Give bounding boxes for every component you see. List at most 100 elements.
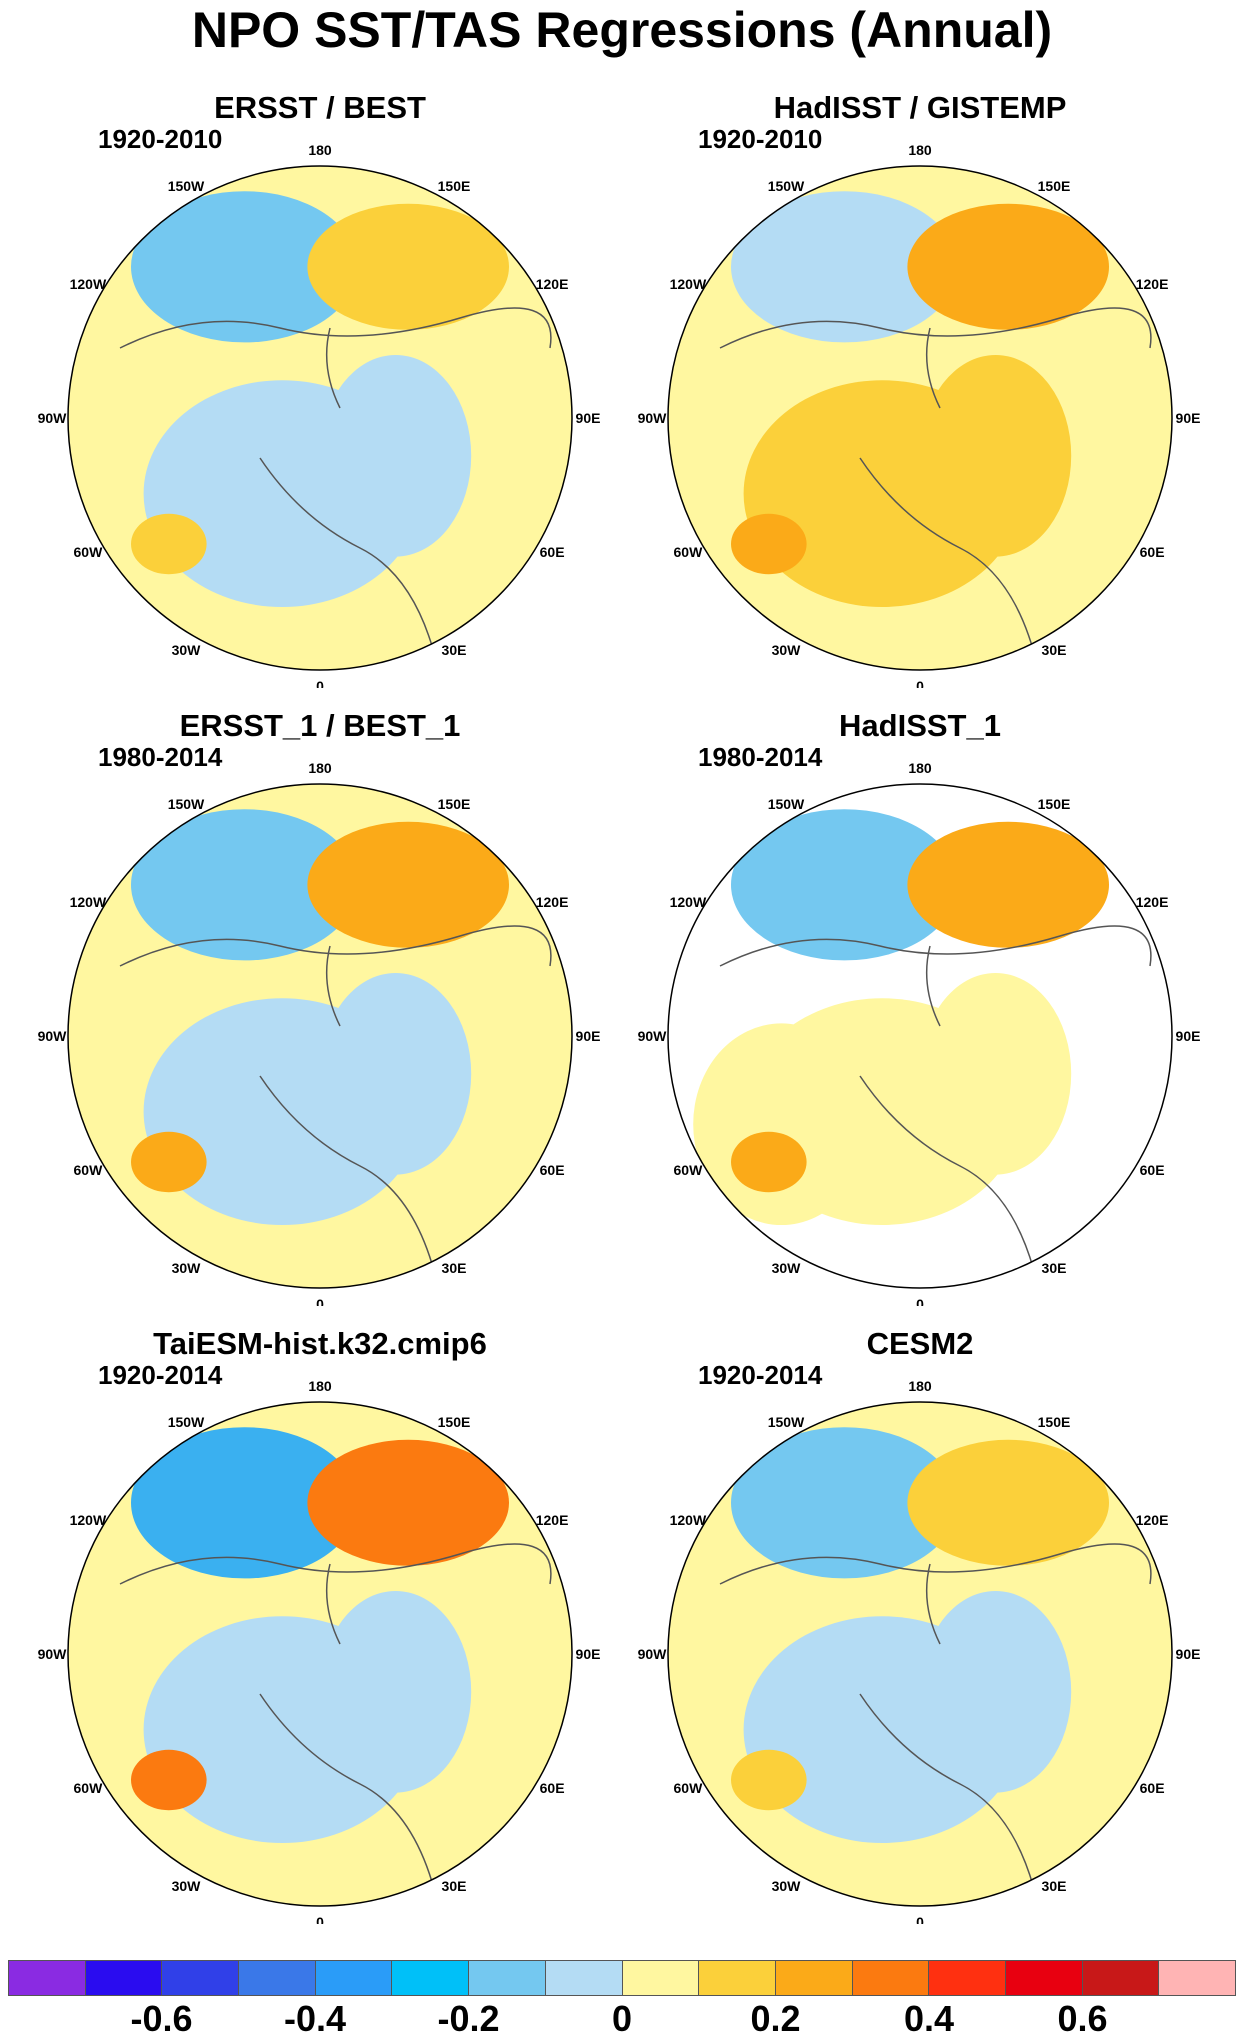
map-panel: ERSST / BEST 1920-2010 180 150E 120E 90E 60E…: [30, 88, 610, 688]
longitude-label: 120E: [536, 276, 569, 292]
longitude-label: 60E: [540, 1780, 565, 1796]
longitude-label: 180: [308, 1378, 332, 1394]
secondary-anomaly: [920, 1591, 1072, 1793]
colorbar-box: [392, 1961, 470, 1995]
longitude-label: 120W: [70, 894, 107, 910]
panel-title: TaiESM-hist.k32.cmip6: [153, 1326, 487, 1361]
longitude-label: 30W: [172, 1260, 202, 1276]
colorbar-tick-label: -0.6: [130, 1998, 193, 2039]
positive-anomaly: [731, 513, 807, 575]
colorbar-box: [1082, 1961, 1160, 1995]
map-panel: HadISST_1 1980-2014 180 150E 120E 90E 60E 30E…: [630, 706, 1210, 1306]
positive-anomaly: [131, 513, 207, 575]
map-boundary: [67, 783, 573, 1289]
longitude-label: 120E: [536, 894, 569, 910]
longitude-label: 120W: [70, 1512, 107, 1528]
negative-anomaly: [131, 1427, 358, 1579]
longitude-label: 30E: [442, 1878, 467, 1894]
positive-anomaly: [731, 1749, 807, 1811]
positive-anomaly: [907, 203, 1109, 330]
longitude-label: 60E: [1140, 1780, 1165, 1796]
colorbar-box: [775, 1961, 853, 1995]
panel-period: 1920-2010: [98, 124, 223, 154]
map-panel: CESM2 1920-2014 180 150E 120E 90E 60E 30E 0 30W…: [630, 1324, 1210, 1924]
positive-anomaly: [907, 1439, 1109, 1566]
map-panel: HadISST / GISTEMP 1920-2010 180 150E 120E 9…: [630, 88, 1210, 688]
panel-title: ERSST_1 / BEST_1: [179, 708, 461, 743]
map-boundary: [667, 165, 1173, 671]
colorbar-box: [162, 1961, 240, 1995]
longitude-label: 180: [908, 142, 932, 158]
colorbar-box: [852, 1961, 930, 1995]
colorbar-tick-label: 0.4: [903, 1998, 955, 2039]
coastline: [719, 925, 1152, 1288]
colorbar-box: [929, 1961, 1006, 1995]
panel-period: 1920-2010: [698, 124, 823, 154]
positive-anomaly: [907, 821, 1109, 948]
longitude-label: 90W: [638, 1646, 668, 1662]
longitude-label: 120W: [670, 1512, 707, 1528]
longitude-label: 90E: [1176, 410, 1201, 426]
secondary-anomaly: [920, 355, 1072, 557]
coastline: [119, 307, 552, 670]
longitude-label: 150E: [438, 1414, 471, 1430]
longitude-label: 30E: [442, 642, 467, 658]
map-boundary: [667, 1401, 1173, 1907]
longitude-label: 120E: [1136, 276, 1169, 292]
panel-period: 1980-2014: [98, 742, 223, 772]
longitude-label: 60E: [540, 1162, 565, 1178]
longitude-label: 0: [316, 678, 324, 688]
panel-title: HadISST_1: [839, 708, 1001, 743]
positive-anomaly: [131, 1131, 207, 1193]
longitude-label: 30W: [772, 1878, 802, 1894]
polar-map: 180 150E 120E 90E 60E 30E 0 30W 60W 90W 120W 150W: [38, 142, 601, 688]
longitude-label: 90W: [638, 410, 668, 426]
colorbar-box: [239, 1961, 316, 1995]
longitude-label: 120E: [536, 1512, 569, 1528]
longitude-label: 60E: [540, 544, 565, 560]
longitude-label: 90W: [638, 1028, 668, 1044]
map-boundary: [67, 1401, 573, 1907]
secondary-anomaly: [920, 973, 1072, 1175]
longitude-label: 90W: [38, 1646, 68, 1662]
negative-anomaly: [731, 809, 958, 961]
longitude-label: 90E: [576, 1028, 601, 1044]
colorbar-box: [469, 1961, 546, 1995]
longitude-label: 150E: [1038, 1414, 1071, 1430]
longitude-label: 90E: [1176, 1028, 1201, 1044]
longitude-label: 0: [316, 1914, 324, 1924]
polar-map: 180 150E 120E 90E 60E 30E 0 30W 60W 90W 120W 150W: [638, 760, 1201, 1306]
colorbar-box: [1159, 1961, 1235, 1995]
colorbar-box: [9, 1961, 86, 1995]
longitude-label: 30W: [772, 1260, 802, 1276]
longitude-label: 180: [908, 760, 932, 776]
longitude-label: 0: [916, 1296, 924, 1306]
longitude-label: 90W: [38, 1028, 68, 1044]
panel-title: ERSST / BEST: [214, 90, 426, 125]
longitude-label: 90E: [576, 1646, 601, 1662]
longitude-label: 150E: [1038, 178, 1071, 194]
longitude-label: 150W: [768, 178, 805, 194]
longitude-label: 180: [308, 760, 332, 776]
colorbar-box: [545, 1961, 623, 1995]
negative-anomaly: [731, 191, 958, 343]
longitude-label: 60W: [74, 544, 104, 560]
longitude-label: 0: [916, 1914, 924, 1924]
colorbar-box: [699, 1961, 776, 1995]
longitude-label: 150W: [168, 178, 205, 194]
longitude-label: 180: [908, 1378, 932, 1394]
colorbar-tick-label: 0: [611, 1998, 633, 2039]
longitude-label: 180: [308, 142, 332, 158]
secondary-anomaly: [320, 355, 472, 557]
colorbar-box: [1005, 1961, 1083, 1995]
secondary-anomaly: [320, 1591, 472, 1793]
longitude-label: 150E: [438, 796, 471, 812]
longitude-label: 150E: [438, 178, 471, 194]
longitude-label: 60W: [674, 544, 704, 560]
polar-map: 180 150E 120E 90E 60E 30E 0 30W 60W 90W 120W 150W: [638, 142, 1201, 688]
longitude-label: 150W: [768, 1414, 805, 1430]
longitude-label: 150W: [168, 796, 205, 812]
longitude-label: 120W: [670, 894, 707, 910]
longitude-label: 120W: [70, 276, 107, 292]
panel-period: 1980-2014: [698, 742, 823, 772]
